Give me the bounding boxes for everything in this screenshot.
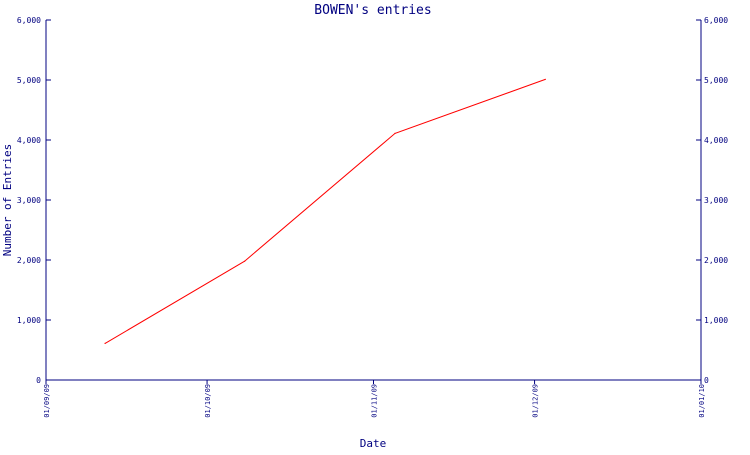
data-point <box>394 132 396 134</box>
y-tick-label-left: 2,000 <box>17 256 41 265</box>
data-point <box>104 342 106 344</box>
x-tick-label: 01/12/09 <box>532 384 540 418</box>
y-tick-label-right: 5,000 <box>704 76 728 85</box>
y-tick-label-left: 0 <box>36 376 41 385</box>
y-tick-label-right: 3,000 <box>704 196 728 205</box>
x-axis-label: Date <box>360 437 387 450</box>
y-tick-label-right: 1,000 <box>704 316 728 325</box>
data-point <box>544 78 546 80</box>
y-axis-label: Number of Entries <box>1 144 14 257</box>
data-point <box>244 260 246 262</box>
y-tick-label-left: 3,000 <box>17 196 41 205</box>
x-tick-label: 01/10/09 <box>204 384 212 418</box>
chart-title: BOWEN's entries <box>314 3 431 18</box>
y-tick-label-right: 2,000 <box>704 256 728 265</box>
y-tick-label-left: 6,000 <box>17 16 41 25</box>
y-tick-label-right: 6,000 <box>704 16 728 25</box>
series-group <box>104 78 546 344</box>
x-tick-label: 01/01/10 <box>698 384 706 418</box>
y-tick-label-left: 4,000 <box>17 136 41 145</box>
y-tick-label-left: 5,000 <box>17 76 41 85</box>
y-tick-label-left: 1,000 <box>17 316 41 325</box>
series-line <box>104 78 546 344</box>
x-tick-label: 01/09/09 <box>43 384 51 418</box>
y-tick-label-right: 4,000 <box>704 136 728 145</box>
y-tick-label-right: 0 <box>704 376 709 385</box>
x-tick-label: 01/11/09 <box>371 384 379 418</box>
axes: 0 0 1,000 1,000 2,000 2,000 3,000 3,000 4,000 4,0… <box>17 16 728 418</box>
